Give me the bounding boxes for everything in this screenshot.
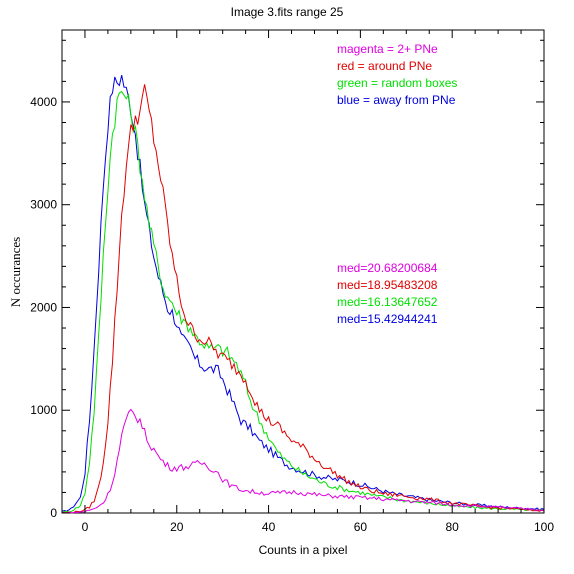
median-annotation: med=16.13647652 [337,295,438,309]
x-tick-label: 20 [170,520,184,534]
x-tick-label: 80 [446,520,460,534]
median-annotations: med=20.68200684 med=18.95483208 med=16.136… [337,261,438,326]
legend-entry: blue = away from PNe [337,93,456,107]
y-axis-label: N occurances [8,237,23,307]
x-tick-label: 60 [354,520,368,534]
median-annotation: med=18.95483208 [337,278,438,292]
x-tick-label: 100 [534,520,554,534]
y-tick-label: 4000 [30,95,57,109]
series-line-3 [61,408,545,514]
legend: magenta = 2+ PNe red = around PNe green = … [337,42,457,107]
legend-entry: magenta = 2+ PNe [337,42,438,56]
y-tick-label: 3000 [30,198,57,212]
series-line-1 [61,90,545,514]
y-tick-label: 1000 [30,403,57,417]
x-axis-label: Counts in a pixel [259,543,348,557]
chart-title: Image 3.fits range 25 [231,5,344,19]
plot-frame [61,29,545,514]
median-annotation: med=20.68200684 [337,261,438,275]
series-line-0 [61,74,545,512]
series-layer [61,74,545,514]
y-tick-label: 2000 [30,300,57,314]
median-annotation: med=15.42944241 [337,312,438,326]
series-line-2 [61,84,545,514]
x-tick-label: 0 [82,520,89,534]
legend-entry: red = around PNe [337,59,432,73]
y-tick-label: 0 [50,506,57,520]
legend-entry: green = random boxes [337,76,457,90]
x-tick-label: 40 [262,520,276,534]
